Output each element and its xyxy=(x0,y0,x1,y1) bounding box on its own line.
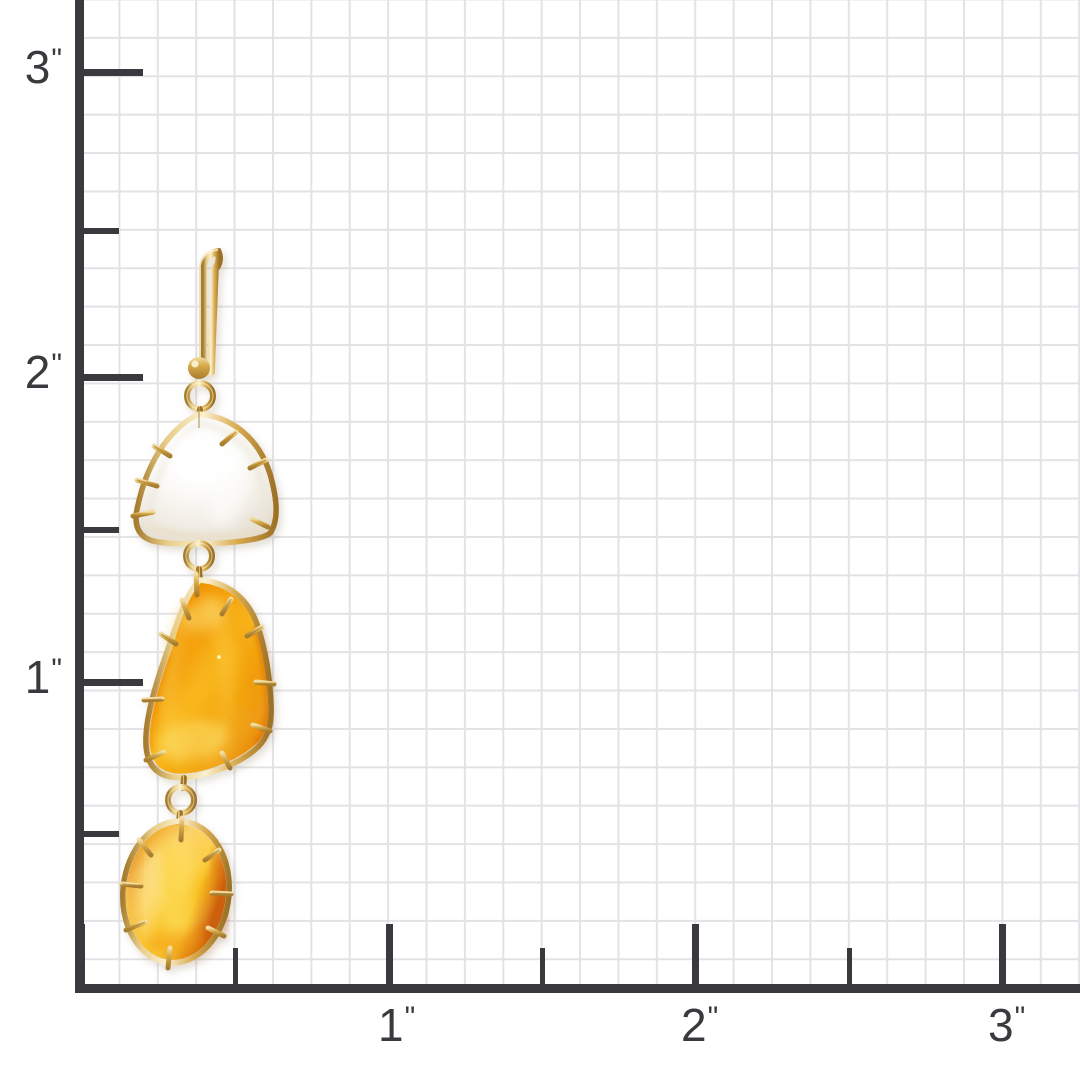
x-axis-ruler xyxy=(75,984,1080,993)
y-axis-label-1in: 1" xyxy=(16,654,62,700)
inch-symbol: " xyxy=(51,43,62,76)
y-tick-0_5in xyxy=(81,831,119,837)
y-label-1-value: 1 xyxy=(24,651,51,703)
x-label-2-value: 2 xyxy=(681,999,707,1051)
x-axis-label-2in: 2" xyxy=(681,1002,718,1048)
y-tick-1in xyxy=(81,679,143,686)
x-tick-1in xyxy=(386,924,393,986)
x-tick-2in xyxy=(692,924,699,986)
graph-paper-grid xyxy=(81,0,1080,987)
y-label-2-value: 2 xyxy=(24,346,51,398)
x-label-3-value: 3 xyxy=(988,999,1014,1051)
x-tick-1_5in xyxy=(540,948,545,986)
y-label-3-value: 3 xyxy=(24,41,51,93)
x-tick-2_5in xyxy=(847,948,852,986)
y-tick-3in xyxy=(81,69,143,76)
x-label-1-value: 1 xyxy=(378,999,404,1051)
inch-symbol: " xyxy=(404,1001,416,1034)
x-tick-3in xyxy=(999,924,1006,986)
y-axis-label-3in: 3" xyxy=(10,44,62,90)
y-axis-label-2in: 2" xyxy=(10,349,62,395)
y-tick-2in xyxy=(81,374,143,381)
inch-symbol: " xyxy=(51,653,62,686)
x-tick-0_5in xyxy=(233,948,238,986)
y-tick-1_5in xyxy=(81,527,119,533)
inch-symbol: " xyxy=(51,348,62,381)
inch-symbol: " xyxy=(707,1001,719,1034)
x-axis-label-3in: 3" xyxy=(988,1002,1025,1048)
inch-symbol: " xyxy=(1014,1001,1026,1034)
x-tick-0in xyxy=(78,924,85,986)
y-axis-ruler xyxy=(75,0,84,993)
y-tick-2_5in xyxy=(81,228,119,234)
x-axis-label-1in: 1" xyxy=(378,1002,415,1048)
